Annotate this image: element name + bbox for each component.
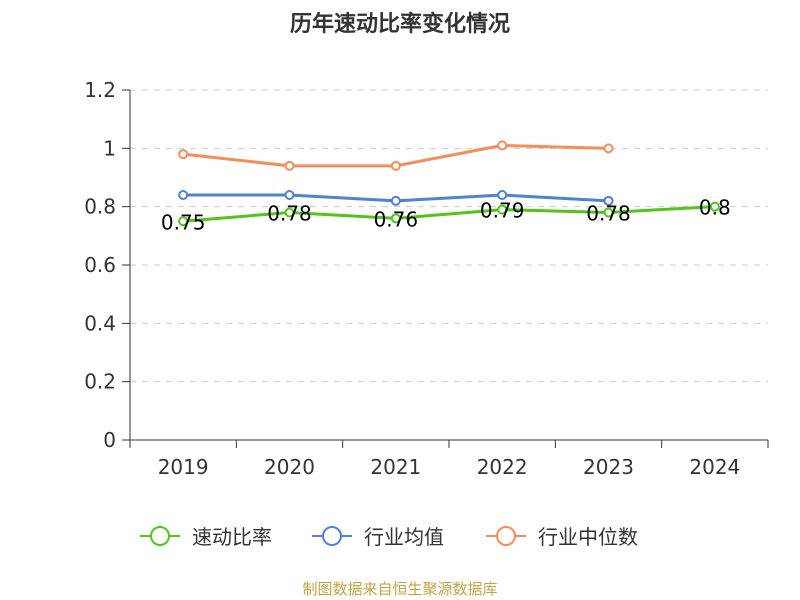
data-point: [603, 195, 614, 206]
data-point: [178, 216, 189, 227]
x-tick-label: 2022: [477, 455, 528, 479]
y-tick-label: 0.8: [84, 195, 116, 219]
data-point: [390, 195, 401, 206]
series-line: [183, 205, 715, 223]
data-point: [603, 143, 614, 154]
data-point: [284, 207, 295, 218]
y-tick-label: 0.4: [84, 311, 116, 335]
legend-marker: [496, 526, 516, 546]
data-label: 0.79: [480, 199, 525, 223]
data-point: [497, 204, 508, 215]
y-tick-label: 0.2: [84, 370, 116, 394]
data-point: [497, 140, 508, 151]
data-label: 0.75: [161, 210, 206, 234]
data-point: [284, 160, 295, 171]
legend-label: 行业中位数: [538, 525, 638, 549]
data-point: [603, 207, 614, 218]
source-note: 制图数据来自恒生聚源数据库: [302, 580, 498, 598]
x-tick-label: 2019: [158, 455, 209, 479]
data-point: [709, 201, 720, 212]
y-tick-label: 0.6: [84, 253, 116, 277]
x-tick-label: 2023: [583, 455, 634, 479]
y-tick-label: 0: [103, 428, 116, 452]
legend-marker: [322, 526, 342, 546]
legend-label: 行业均值: [364, 525, 444, 549]
data-point: [497, 190, 508, 200]
data-label: 0.76: [374, 207, 419, 231]
data-point: [178, 149, 189, 160]
y-tick-label: 1.2: [84, 78, 116, 102]
legend-label: 速动比率: [192, 525, 272, 549]
x-tick-label: 2020: [264, 455, 315, 479]
data-point: [390, 213, 401, 224]
data-point: [390, 160, 401, 171]
x-tick-label: 2024: [689, 455, 740, 479]
data-label: 0.78: [267, 202, 312, 226]
legend-marker: [150, 526, 170, 546]
data-label: 0.78: [586, 202, 631, 226]
x-tick-label: 2021: [370, 455, 421, 479]
data-label: 0.8: [699, 196, 731, 220]
chart-title: 历年速动比率变化情况: [289, 12, 510, 37]
y-tick-label: 1: [103, 136, 116, 160]
data-point: [178, 190, 189, 200]
data-point: [284, 190, 295, 200]
